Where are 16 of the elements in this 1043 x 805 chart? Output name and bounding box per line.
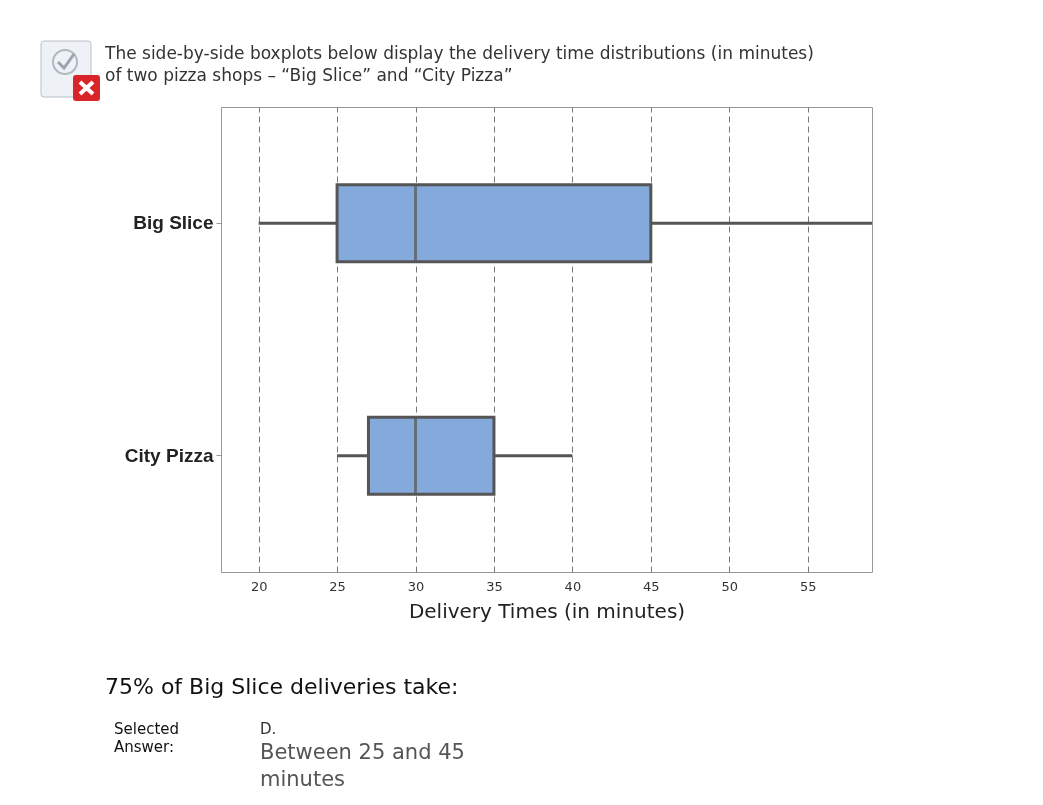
y-tick-label: City Pizza — [124, 444, 214, 466]
x-tick-label: 30 — [407, 578, 425, 594]
text: D. — [260, 720, 277, 738]
x-axis-title: Delivery Times (in minutes) — [408, 598, 686, 623]
x-tick-label: 20 — [250, 578, 268, 594]
x-tick-label: 55 — [799, 578, 817, 594]
text: 75% of Big Slice deliveries take: — [105, 674, 459, 699]
x-tick-label: 50 — [721, 578, 739, 594]
chart-title: The side-by-side boxplots below display the delivery time distributions (in minutes) of two pizza shops – “Big Slice” and “City Pizza” — [105, 42, 815, 86]
text: Selected Answer: — [114, 720, 181, 756]
x-tick-label: 45 — [643, 578, 660, 594]
text: Between 25 and 45 minutes — [260, 739, 466, 793]
x-tick-label: 40 — [564, 578, 582, 594]
y-tick-label: Big Slice — [133, 212, 214, 234]
x-tick-label: 35 — [486, 578, 503, 594]
x-tick-label: 25 — [329, 578, 346, 594]
